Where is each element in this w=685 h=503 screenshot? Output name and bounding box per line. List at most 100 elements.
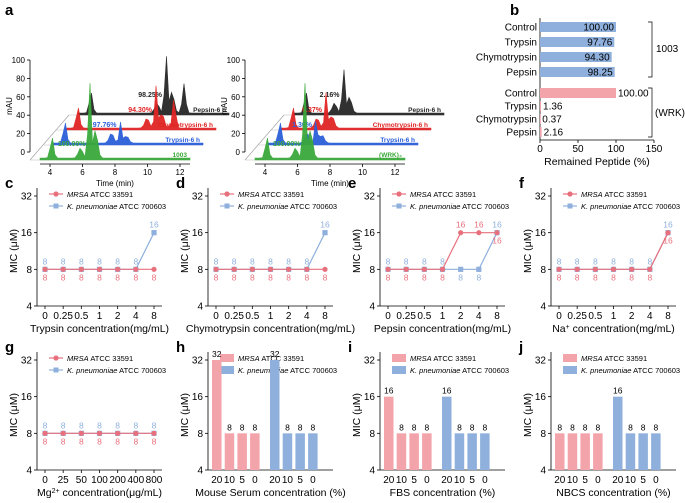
x-axis-title-text: Trypsin concentration(mg/mL): [30, 323, 169, 335]
y-tick-label: 32: [21, 192, 33, 203]
x-tick-label: 4: [304, 311, 310, 322]
y-axis-title: MIC (μM): [351, 393, 363, 437]
bar-category-label: Control: [505, 89, 537, 100]
bar-value-label: 8: [570, 422, 575, 432]
data-label: 8: [43, 420, 48, 430]
x-tick-label: 1: [440, 311, 446, 322]
legend-rest: ATCC 33591: [89, 190, 133, 199]
panel-label-g: g: [5, 339, 14, 356]
bar-wrk4: [540, 127, 542, 137]
y-tick-label: 8: [197, 429, 203, 440]
bar-mrsa: [580, 433, 590, 470]
point-mrsa: [665, 230, 671, 236]
x-tick-label: 4: [476, 311, 482, 322]
bar-category-label: Trypsin: [505, 102, 537, 113]
x-tick-label: 4: [263, 168, 268, 177]
bar-category-label: Trypsin: [505, 38, 537, 49]
y-tick-label: 4: [540, 466, 546, 477]
y-tick-label: 4: [197, 466, 203, 477]
legend-rest: ATCC 700603: [117, 202, 166, 211]
point-mrsa: [115, 266, 121, 272]
y-tick-label: 0: [236, 148, 241, 157]
legend-italic: K. pneumoniae: [581, 366, 631, 375]
bar-value-label: 8: [557, 422, 562, 432]
data-label: 8: [115, 436, 120, 446]
data-label: 8: [611, 256, 616, 266]
x-tick-label: 0.5: [588, 311, 602, 322]
point-mrsa: [304, 266, 310, 272]
legend-italic: K. pneumoniae: [238, 366, 288, 375]
legend-marker-kp: [53, 367, 59, 373]
point-mrsa: [267, 266, 274, 272]
x-tick-label: 0: [595, 475, 601, 486]
x-axis-title-text: Pepsin concentration(mg/mL): [374, 323, 511, 335]
data-label: 8: [404, 256, 409, 266]
legend-rest: ATCC 33591: [89, 354, 133, 363]
y-tick-label: 32: [535, 192, 547, 203]
x-tick-label: 4: [48, 168, 53, 177]
x-tick-label: 0: [653, 475, 659, 486]
data-label: 16: [456, 220, 466, 230]
y-tick-label: 4: [26, 466, 32, 477]
bar-value-label: 8: [424, 422, 429, 432]
y-tick-label: 4: [540, 302, 546, 313]
data-label: 8: [440, 272, 445, 282]
data-label: 8: [458, 272, 463, 282]
data-label: 8: [286, 272, 291, 282]
legend-rest: ATCC 700603: [460, 202, 509, 211]
panel-label-h: h: [176, 339, 185, 356]
data-label: 8: [133, 436, 138, 446]
data-label: 8: [133, 272, 138, 282]
data-label: 8: [286, 256, 291, 266]
legend-italic: MRSA: [581, 190, 603, 199]
legend-text-kp: K. pneumoniae ATCC 700603: [67, 366, 166, 375]
data-label: 8: [43, 272, 48, 282]
bar-value-label: 94.30: [585, 53, 610, 64]
legend-italic: K. pneumoniae: [67, 202, 117, 211]
panel-label-c: c: [5, 175, 13, 192]
data-label: 8: [232, 256, 237, 266]
y-axis-title: MIC (μM): [179, 393, 191, 437]
bar-kp: [454, 433, 465, 470]
bar-value-label: 8: [482, 422, 487, 432]
data-label: 16: [320, 220, 330, 230]
trace-name: Pepsin-6 h: [193, 107, 226, 114]
x-tick-label: 8: [328, 168, 333, 177]
legend-italic: MRSA: [67, 190, 89, 199]
bar-mrsa: [250, 433, 260, 470]
data-label: 8: [386, 272, 391, 282]
x-tick-label: 5: [239, 475, 245, 486]
data-label: 16: [663, 236, 673, 246]
y-tick-label: 4: [369, 302, 375, 313]
legend-text-kp: K. pneumoniae ATCC 700603: [581, 202, 680, 211]
y-axis-title: MIC (μM): [8, 393, 20, 437]
legend-italic: K. pneumoniae: [238, 202, 288, 211]
data-label: 8: [232, 272, 237, 282]
bar-value-label: 8: [583, 422, 588, 432]
legend-rest: ATCC 33591: [603, 354, 647, 363]
bar-value-label: 2.16: [544, 128, 564, 139]
y-tick-label: 80: [16, 74, 25, 83]
x-tick-label: 5: [582, 475, 588, 486]
panel-label-e: e: [348, 175, 356, 192]
x-tick-label: 8: [665, 311, 671, 322]
data-label: 8: [404, 272, 409, 282]
y-tick-label: 8: [26, 265, 32, 276]
legend-italic: K. pneumoniae: [410, 202, 460, 211]
bar-kp: [270, 360, 280, 470]
x-tick-label: 0: [482, 475, 488, 486]
point-kp: [151, 230, 157, 236]
data-label: 8: [133, 256, 138, 266]
x-tick-label: 10: [454, 475, 466, 486]
x-tick-label: 0: [252, 475, 258, 486]
legend-marker-kp: [53, 203, 59, 209]
panel-label-d: d: [176, 175, 185, 192]
x-tick-label: 0.25: [53, 311, 73, 322]
bar-mrsa: [224, 433, 235, 470]
bar-value-label: 100.00: [583, 23, 614, 34]
data-label: 8: [152, 272, 157, 282]
bar-value-label: 8: [595, 422, 600, 432]
panel-c: c 4 8 16 32 MIC (μM) MRSA ATCC 33591 K. pneumon…: [5, 175, 169, 335]
data-label: 8: [629, 272, 634, 282]
